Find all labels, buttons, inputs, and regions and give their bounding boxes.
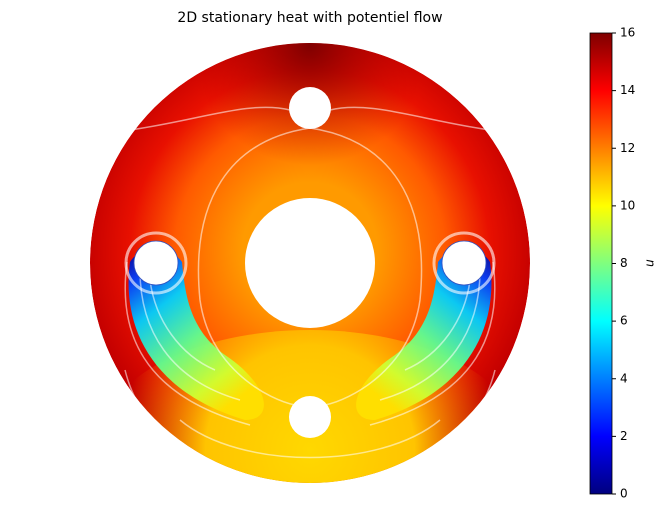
y-tick-label: 4 (620, 371, 628, 385)
y-tick-label: 12 (620, 141, 635, 155)
colorbar (589, 32, 613, 495)
holes (133, 87, 487, 438)
y-tick-label: 14 (620, 83, 635, 97)
y-tick-label: 6 (620, 314, 628, 328)
y-tick-label: 16 (620, 26, 635, 40)
y-tick-label: 0 (620, 487, 628, 501)
colorbar-label: u (643, 259, 657, 267)
y-tick-label: 10 (620, 198, 635, 212)
chart-title: 2D stationary heat with potentiel flow (177, 10, 442, 26)
y-tick-label: 2 (620, 429, 628, 443)
y-tick-label: 8 (620, 256, 628, 270)
